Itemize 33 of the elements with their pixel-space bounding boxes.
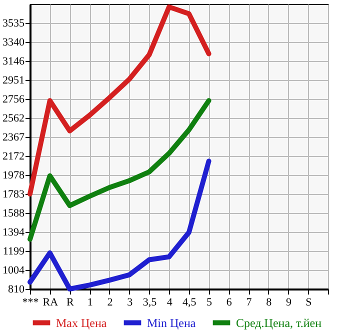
legend-label: Max Цена (56, 316, 108, 330)
y-tick-label: 1978 (2, 170, 25, 182)
y-tick-label: 2562 (2, 112, 24, 124)
y-tick-label: 810 (8, 284, 25, 296)
y-tick-label: 2367 (2, 132, 25, 144)
x-tick-label: 4,5 (182, 296, 197, 308)
y-tick-label: 2951 (2, 74, 24, 87)
x-tick-label: R (66, 296, 75, 308)
x-tick-label: 9 (286, 296, 292, 308)
y-tick-label: 3340 (2, 36, 25, 49)
x-tick-label: 5 (206, 296, 213, 308)
y-tick-label: 1783 (2, 188, 25, 201)
x-tick-label: 8 (266, 296, 272, 308)
x-tick-label: S (306, 296, 312, 308)
y-tick-label: 1199 (2, 246, 25, 258)
x-tick-label: 3,5 (142, 296, 158, 308)
x-tick-label: 3 (127, 296, 134, 308)
y-tick-label: 1588 (2, 208, 25, 220)
y-tick-label: 3535 (2, 18, 25, 30)
x-tick-label: 1 (87, 296, 93, 308)
x-tick-label: *** (22, 296, 39, 308)
x-tick-label: 7 (246, 296, 252, 308)
x-tick-label: 2 (107, 296, 113, 308)
legend-label: Сред.Цена, т.йен (236, 316, 322, 330)
y-tick-label: 3146 (2, 56, 25, 68)
x-tick-label: 4 (166, 296, 173, 308)
legend-label: Min Цена (147, 316, 196, 330)
y-tick-label: 2756 (2, 94, 25, 106)
y-tick-label: 1394 (2, 226, 25, 238)
y-tick-label: 2172 (2, 150, 24, 163)
y-tick-label: 1004 (2, 264, 25, 277)
x-tick-label: RA (42, 296, 58, 308)
x-tick-label: 6 (226, 296, 232, 308)
